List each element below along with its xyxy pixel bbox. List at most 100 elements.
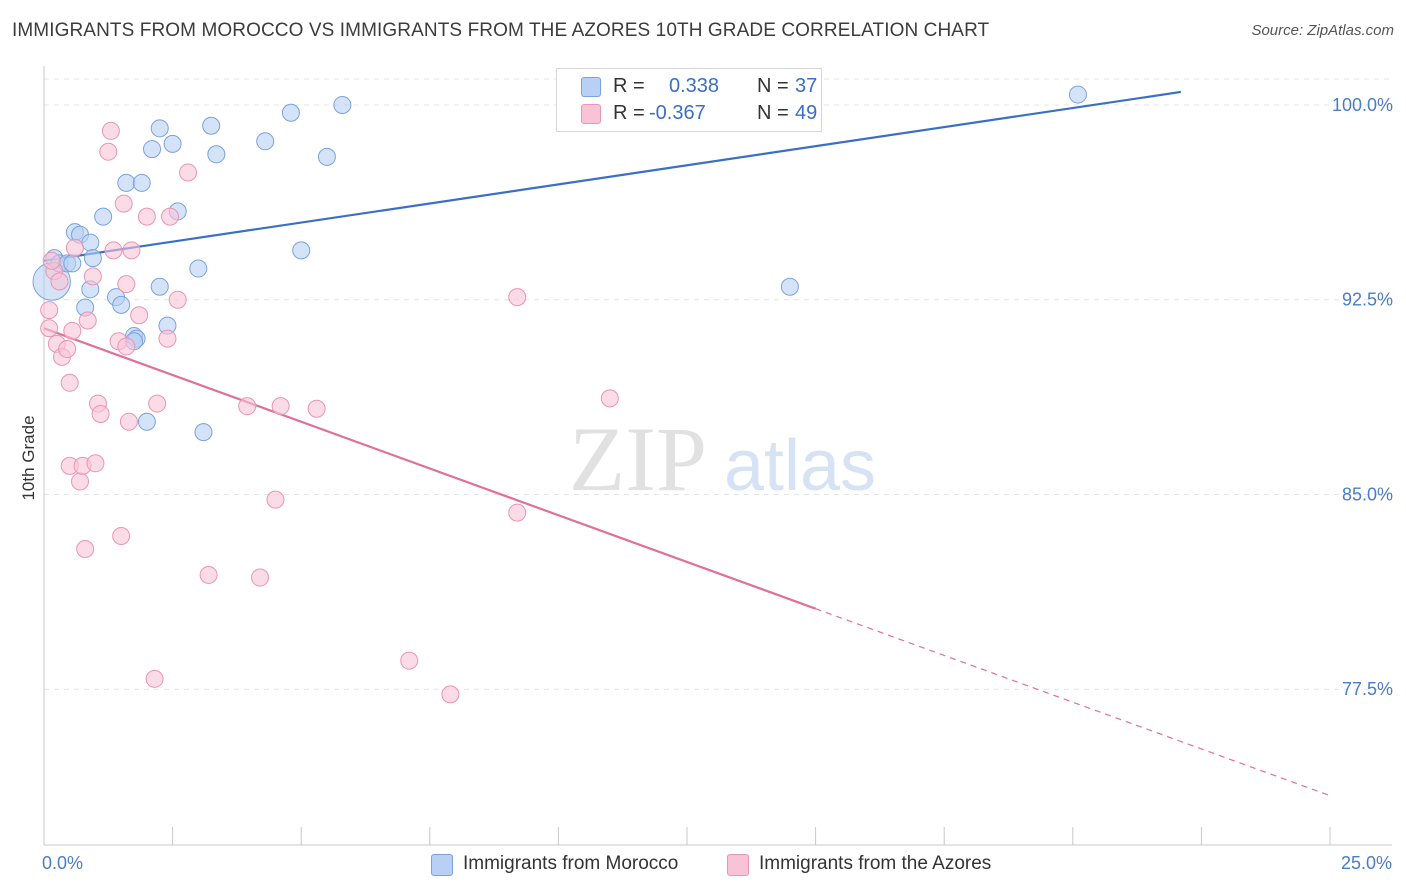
point-azores <box>199 565 218 584</box>
point-azores <box>71 472 90 491</box>
point-morocco <box>333 95 352 114</box>
point-azores <box>266 490 285 509</box>
legend-r-value: -0.367 <box>649 102 706 124</box>
point-morocco <box>63 254 82 273</box>
point-azores <box>137 207 156 226</box>
point-azores <box>441 685 460 704</box>
point-morocco <box>163 134 182 153</box>
point-azores <box>114 194 133 213</box>
legend-n-label: N = <box>757 75 789 97</box>
point-azores <box>600 389 619 408</box>
point-morocco <box>117 173 136 192</box>
point-azores <box>76 539 95 558</box>
legend-n-value: 49 <box>795 102 818 124</box>
point-azores <box>91 404 110 423</box>
y-tick-label: 100.0% <box>1332 95 1393 115</box>
point-azores <box>40 319 59 338</box>
point-morocco <box>81 233 100 252</box>
point-morocco <box>202 116 221 135</box>
point-morocco <box>83 249 102 268</box>
trend-line-morocco <box>43 90 1181 262</box>
point-morocco <box>281 103 300 122</box>
point-azores <box>179 163 198 182</box>
source-label: Source: ZipAtlas.com <box>1251 22 1394 39</box>
legend-r-label: R = <box>613 75 645 97</box>
legend-swatch-pink <box>581 104 601 124</box>
point-azores <box>122 241 141 260</box>
point-azores <box>400 651 419 670</box>
point-azores <box>158 329 177 348</box>
point-morocco <box>137 412 156 431</box>
stats-legend: R = 0.338 N = 37 R = -0.367 N = 49 <box>556 68 822 132</box>
point-azores <box>101 121 120 140</box>
legend-swatch-blue <box>581 77 601 97</box>
point-morocco <box>94 207 113 226</box>
point-morocco <box>1068 85 1087 104</box>
point-azores <box>238 397 257 416</box>
point-morocco <box>256 132 275 151</box>
x-tick-label: 0.0% <box>42 853 83 873</box>
bottom-legend-label: Immigrants from Morocco <box>463 853 679 874</box>
point-morocco <box>189 259 208 278</box>
tick-labels: 100.0% 92.5% 85.0% 77.5% 0.0% 25.0% <box>42 95 1393 873</box>
y-tick-label: 77.5% <box>1342 679 1393 699</box>
point-azores <box>117 275 136 294</box>
bottom-legend-swatch-blue <box>431 854 453 876</box>
watermark-zip: ZIP <box>569 408 707 510</box>
point-azores <box>50 272 69 291</box>
point-azores <box>65 238 84 257</box>
legend-r-label: R = <box>613 102 645 124</box>
y-tick-label: 85.0% <box>1342 484 1393 504</box>
legend-n-value: 37 <box>795 75 818 97</box>
grid-lines <box>44 78 1392 690</box>
trend-line-azores-extension <box>815 608 1331 797</box>
point-azores <box>251 568 270 587</box>
point-morocco <box>194 423 213 442</box>
y-axis-label: 10th Grade <box>19 415 38 500</box>
point-azores <box>42 251 61 270</box>
point-azores <box>99 142 118 161</box>
point-azores <box>112 526 131 545</box>
axes <box>43 66 1392 846</box>
point-azores <box>271 397 290 416</box>
point-azores <box>307 399 326 418</box>
point-azores <box>63 321 82 340</box>
point-azores <box>168 290 187 309</box>
point-morocco <box>150 277 169 296</box>
point-azores <box>60 373 79 392</box>
point-azores <box>145 669 164 688</box>
bottom-legend-swatch-pink <box>727 854 749 876</box>
point-morocco <box>780 277 799 296</box>
point-azores <box>117 337 136 356</box>
point-azores <box>119 412 138 431</box>
point-azores <box>104 241 123 260</box>
watermark: ZIP atlas <box>569 408 876 510</box>
point-morocco <box>132 173 151 192</box>
watermark-atlas: atlas <box>724 426 876 506</box>
point-morocco <box>292 241 311 260</box>
data-points <box>32 85 1087 704</box>
point-azores <box>40 301 59 320</box>
trend-lines <box>43 90 1331 797</box>
point-azores <box>58 340 77 359</box>
point-azores <box>161 207 180 226</box>
point-azores <box>508 503 527 522</box>
point-azores <box>83 267 102 286</box>
point-morocco <box>317 147 336 166</box>
trend-line-azores <box>43 327 816 610</box>
point-morocco <box>143 140 162 159</box>
chart-title: IMMIGRANTS FROM MOROCCO VS IMMIGRANTS FR… <box>12 20 990 41</box>
x-tick-label: 25.0% <box>1341 853 1392 873</box>
point-azores <box>86 454 105 473</box>
legend-n-label: N = <box>757 102 789 124</box>
point-azores <box>78 311 97 330</box>
legend-r-value: 0.338 <box>669 75 720 97</box>
point-morocco <box>207 145 226 164</box>
point-azores <box>508 288 527 307</box>
y-tick-label: 92.5% <box>1342 290 1393 310</box>
bottom-legend-label: Immigrants from the Azores <box>759 853 992 874</box>
point-azores <box>130 306 149 325</box>
point-morocco <box>112 295 131 314</box>
point-azores <box>148 394 167 413</box>
